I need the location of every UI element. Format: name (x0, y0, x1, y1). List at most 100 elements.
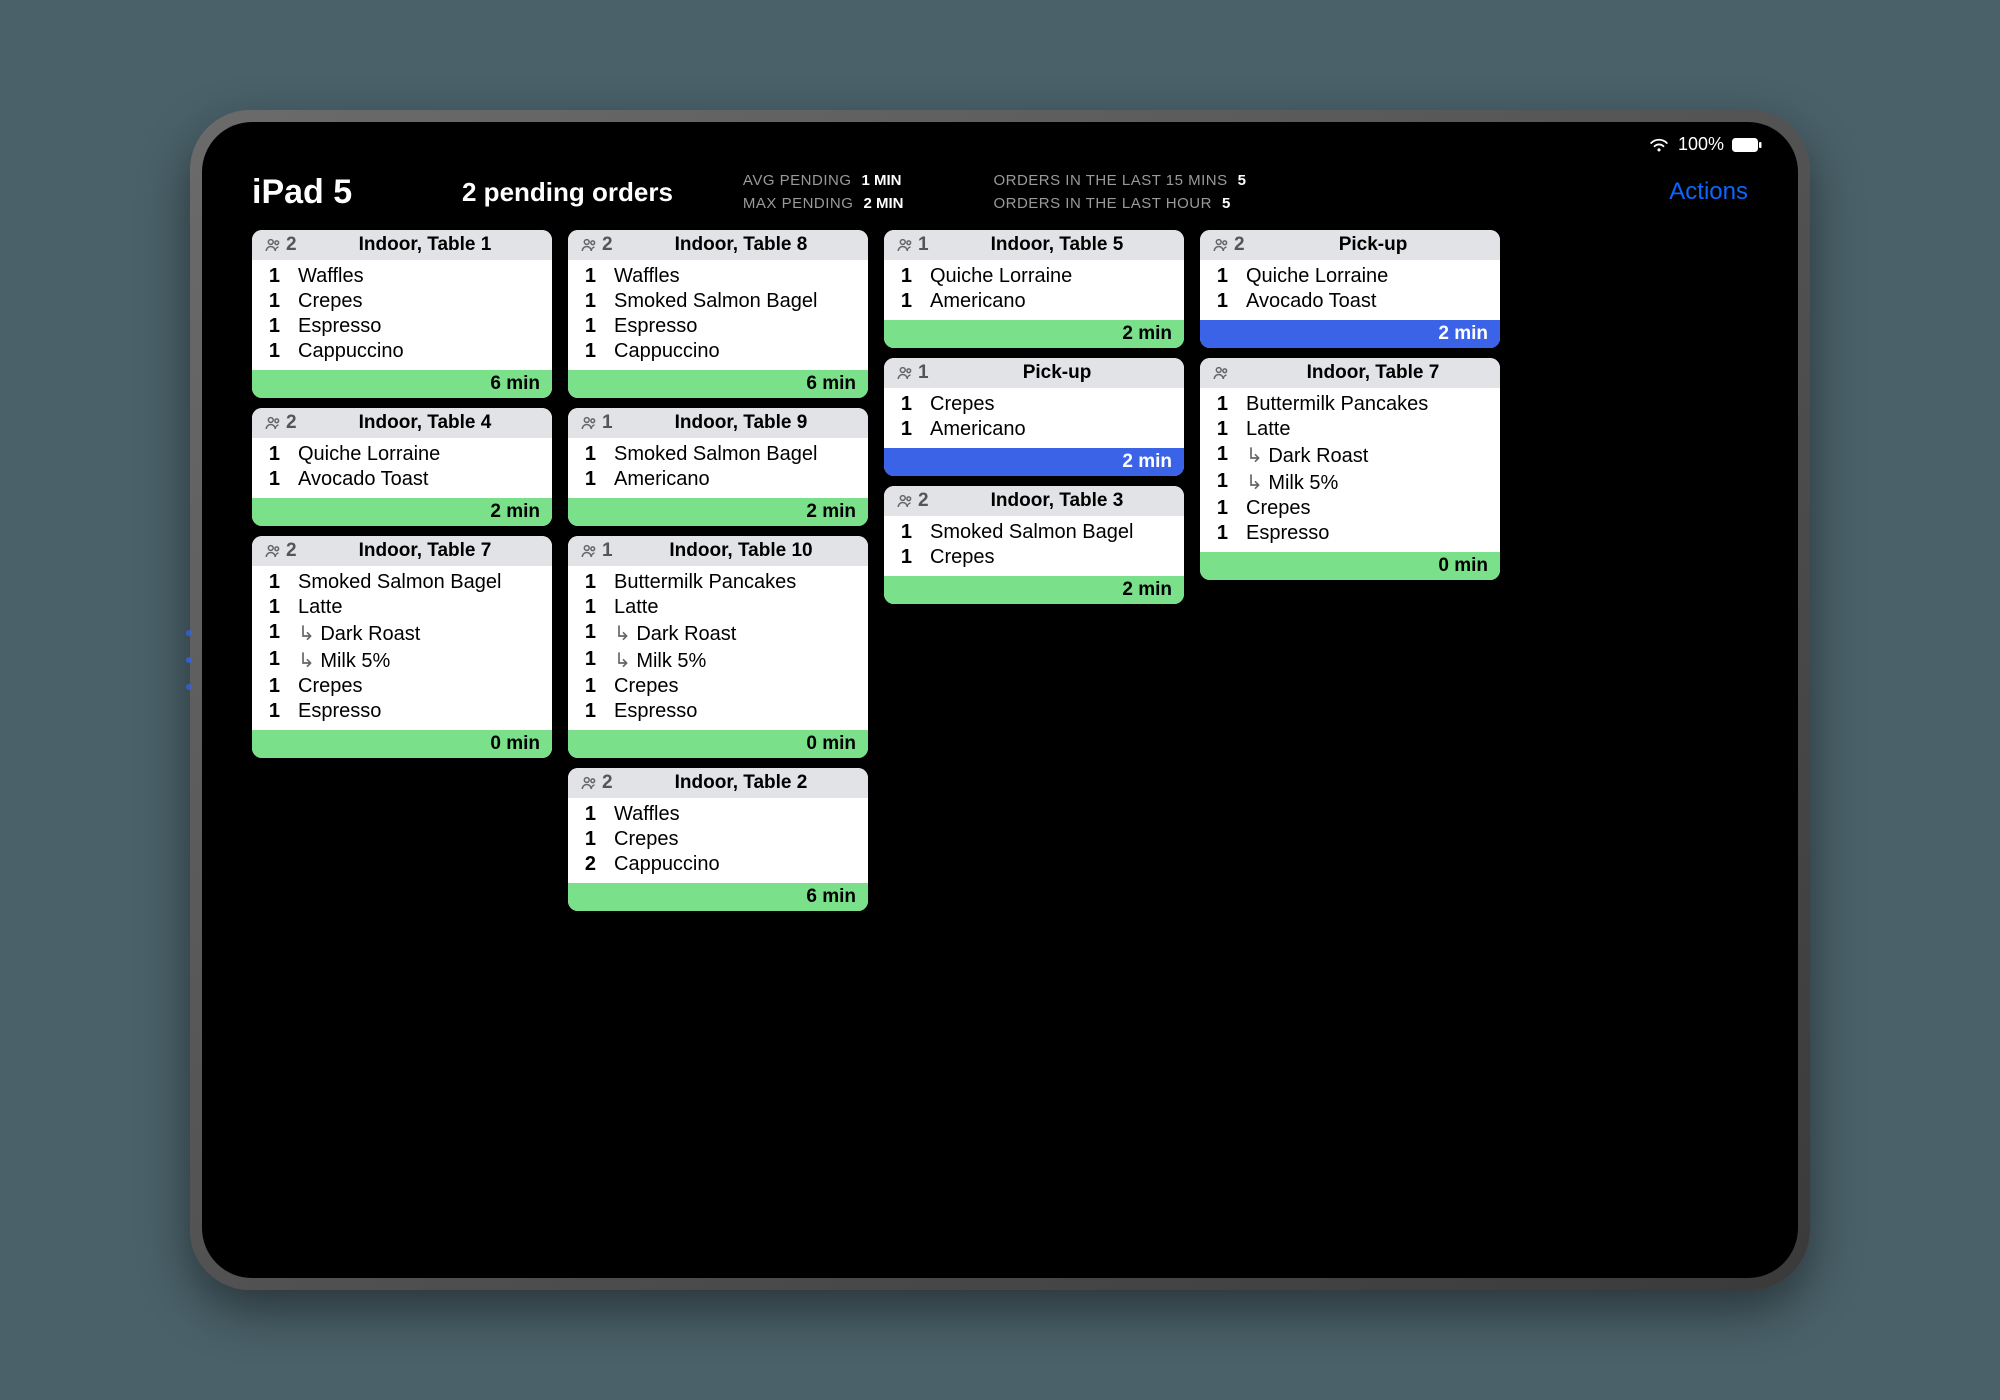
item-qty: 1 (578, 675, 596, 698)
order-item-row: 1Crepes (578, 674, 858, 699)
item-name: Espresso (614, 315, 858, 338)
item-qty: 1 (1210, 393, 1228, 416)
ipad-side-indicator (186, 630, 194, 690)
item-name: Espresso (298, 700, 542, 723)
item-name: Crepes (298, 290, 542, 313)
stat-value: 5 (1238, 172, 1246, 189)
order-item-row: 2Cappuccino (578, 852, 858, 877)
order-card-title: Indoor, Table 4 (310, 412, 540, 434)
order-card-header: 2Indoor, Table 7 (252, 536, 552, 566)
order-card[interactable]: 1Indoor, Table 51Quiche Lorraine1America… (884, 230, 1184, 348)
item-qty: 1 (578, 290, 596, 313)
item-qty: 1 (262, 265, 280, 288)
item-qty: 1 (578, 265, 596, 288)
people-icon: 2 (264, 234, 298, 256)
item-qty: 1 (1210, 418, 1228, 441)
item-name: Waffles (614, 803, 858, 826)
stat-row: AVG PENDING 1 MIN (743, 172, 904, 189)
actions-button[interactable]: Actions (1669, 178, 1748, 206)
item-name: Smoked Salmon Bagel (298, 571, 542, 594)
item-name: Smoked Salmon Bagel (614, 290, 858, 313)
people-count: 2 (1234, 234, 1245, 256)
order-card[interactable]: 2Indoor, Table 31Smoked Salmon Bagel1Cre… (884, 486, 1184, 604)
order-card-title: Indoor, Table 3 (942, 490, 1172, 512)
item-qty: 1 (894, 290, 912, 313)
order-card-title: Pick-up (1258, 234, 1488, 256)
order-card[interactable]: 2Indoor, Table 81Waffles1Smoked Salmon B… (568, 230, 868, 398)
order-card-header: 2 Indoor, Table 3 (884, 486, 1184, 516)
order-items: 1Crepes1Americano (884, 388, 1184, 448)
item-name: Dark Roast (298, 621, 542, 646)
order-card[interactable]: 1Indoor, Table 101Buttermilk Pancakes1La… (568, 536, 868, 758)
status-bar: 100% (1648, 134, 1762, 155)
people-count: 2 (602, 772, 613, 794)
order-card-title: Pick-up (942, 362, 1172, 384)
order-item-row: 1Americano (894, 417, 1174, 442)
stat-label: MAX PENDING (743, 195, 854, 212)
item-qty: 1 (262, 648, 280, 673)
people-icon: 2 (580, 234, 614, 256)
order-card[interactable]: Indoor, Table 71Buttermilk Pancakes1Latt… (1200, 358, 1500, 580)
item-qty: 1 (262, 621, 280, 646)
item-qty: 1 (1210, 290, 1228, 313)
stat-group-pending: AVG PENDING 1 MIN MAX PENDING 2 MIN (743, 172, 904, 212)
order-item-row: 1Latte (262, 595, 542, 620)
item-name: Espresso (298, 315, 542, 338)
item-name: Waffles (298, 265, 542, 288)
battery-full-icon (1732, 138, 1762, 152)
people-icon: 2 (1212, 234, 1246, 256)
order-item-row: 1Dark Roast (578, 620, 858, 647)
order-card-header: 2 Indoor, Table 1 (252, 230, 552, 260)
order-card-title: Indoor, Table 1 (310, 234, 540, 256)
order-card[interactable]: 2Indoor, Table 21Waffles1Crepes2Cappucci… (568, 768, 868, 911)
item-qty: 1 (894, 265, 912, 288)
order-card-time: 6 min (252, 370, 552, 398)
order-card-title: Indoor, Table 7 (1258, 362, 1488, 384)
order-item-row: 1Americano (578, 467, 858, 492)
order-card-time: 0 min (1200, 552, 1500, 580)
order-item-row: 1Crepes (262, 289, 542, 314)
item-name: Espresso (1246, 522, 1490, 545)
order-items: 1Quiche Lorraine1Avocado Toast (252, 438, 552, 498)
item-qty: 1 (262, 675, 280, 698)
orders-column: 1Indoor, Table 51Quiche Lorraine1America… (884, 230, 1184, 604)
stat-value: 5 (1222, 195, 1230, 212)
order-item-row: 1Crepes (894, 545, 1174, 570)
order-card-title: Indoor, Table 2 (626, 772, 856, 794)
order-card[interactable]: 2Indoor, Table 11Waffles1Crepes1Espresso… (252, 230, 552, 398)
order-card-title: Indoor, Table 9 (626, 412, 856, 434)
order-item-row: 1Waffles (578, 802, 858, 827)
header-stats: AVG PENDING 1 MIN MAX PENDING 2 MIN ORDE… (743, 172, 1246, 212)
item-qty: 1 (262, 700, 280, 723)
header-bar: iPad 5 2 pending orders AVG PENDING 1 MI… (252, 162, 1748, 230)
item-name: Buttermilk Pancakes (1246, 393, 1490, 416)
order-card[interactable]: 2Indoor, Table 7 1 Smoked Salmon Bagel1Lat… (252, 536, 552, 758)
order-card[interactable]: 1Pick-up1Crepes1Americano2 min (884, 358, 1184, 476)
canvas: 100% iPad 5 2 pending orders AVG PENDING… (0, 0, 2000, 1400)
item-qty: 1 (894, 521, 912, 544)
order-card[interactable]: 2Pick-up1Quiche Lorraine1Avocado Toast2 … (1200, 230, 1500, 348)
order-item-row: 1Cappuccino (262, 339, 542, 364)
ipad-screen: 100% iPad 5 2 pending orders AVG PENDING… (202, 122, 1798, 1278)
order-card[interactable]: 2Indoor, Table 41Quiche Lorraine1Avocado… (252, 408, 552, 526)
item-name: Dark Roast (614, 621, 858, 646)
order-card-time: 2 min (1200, 320, 1500, 348)
people-count: 1 (918, 362, 929, 384)
order-item-row: 1Quiche Lorraine (894, 264, 1174, 289)
order-item-row: 1Dark Roast (1210, 442, 1490, 469)
item-qty: 1 (894, 546, 912, 569)
item-name: Latte (614, 596, 858, 619)
item-name: Smoked Salmon Bagel (614, 443, 858, 466)
order-items: 1Smoked Salmon Bagel1Americano (568, 438, 868, 498)
people-count: 2 (918, 490, 929, 512)
order-item-row: 1 Dark Roast (262, 620, 542, 647)
order-card-header: 2 Pick-up (1200, 230, 1500, 260)
order-card-header: 2Indoor, Table 8 (568, 230, 868, 260)
order-items: 1Waffles1Crepes2Cappuccino (568, 798, 868, 883)
order-card[interactable]: 1Indoor, Table 91Smoked Salmon Bagel1Ame… (568, 408, 868, 526)
order-card-time: 0 min (252, 730, 552, 758)
item-qty: 1 (578, 340, 596, 363)
people-count: 2 (286, 234, 297, 256)
item-qty: 1 (578, 828, 596, 851)
orders-column: 2Pick-up1Quiche Lorraine1Avocado Toast2 … (1200, 230, 1500, 580)
